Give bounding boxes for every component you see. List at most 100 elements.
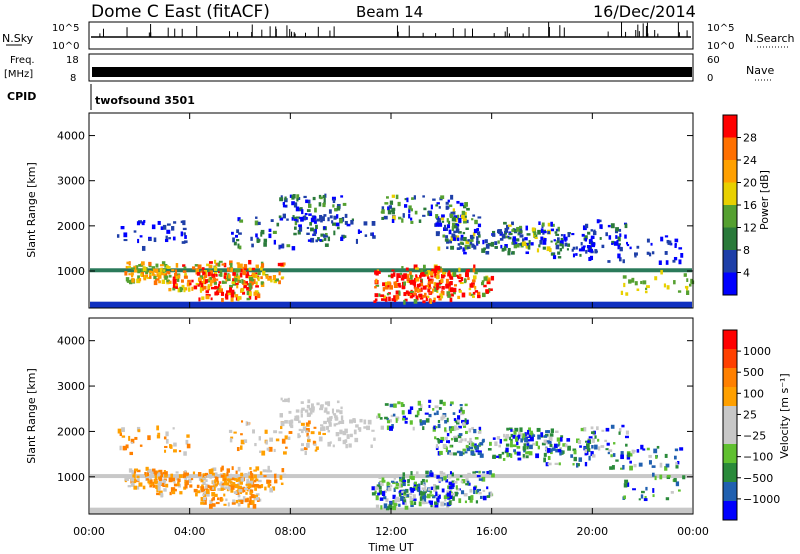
range-cell: [437, 419, 441, 423]
range-cell: [474, 271, 478, 275]
range-cell: [505, 224, 510, 230]
range-cell: [469, 240, 473, 245]
y-tick-label: 4000: [57, 130, 85, 143]
range-cell: [341, 217, 345, 222]
range-cell: [507, 452, 511, 457]
range-cell: [449, 452, 454, 456]
range-cell: [233, 241, 237, 246]
range-cell: [218, 289, 222, 292]
range-cell: [607, 451, 610, 455]
range-cell: [461, 292, 466, 298]
range-cell: [247, 421, 250, 426]
range-cell: [471, 243, 475, 248]
colorbar-segment: [723, 406, 737, 425]
range-cell: [580, 248, 585, 252]
range-cell: [449, 275, 453, 280]
range-cell: [633, 450, 636, 453]
range-cell: [164, 474, 168, 478]
range-cell: [231, 466, 234, 471]
range-cell: [645, 287, 648, 290]
range-cell: [253, 279, 256, 285]
range-cell: [392, 505, 396, 511]
range-cell: [220, 481, 223, 484]
range-cell: [425, 296, 428, 302]
range-cell: [436, 410, 439, 415]
range-cell: [395, 416, 400, 420]
range-cell: [414, 210, 418, 215]
range-cell: [618, 243, 621, 246]
range-cell: [233, 291, 236, 295]
range-cell: [409, 495, 412, 501]
range-cell: [157, 483, 161, 487]
range-cell: [477, 430, 482, 434]
range-cell: [659, 474, 663, 480]
range-cell: [585, 440, 589, 443]
range-cell: [470, 450, 475, 456]
range-cell: [153, 237, 157, 243]
range-cell: [239, 263, 243, 268]
range-cell: [228, 484, 233, 488]
range-cell: [505, 447, 509, 453]
range-cell: [255, 285, 259, 288]
range-cell: [540, 236, 544, 241]
range-cell: [429, 500, 433, 505]
range-cell: [686, 278, 689, 282]
range-cell: [263, 238, 268, 243]
range-cell: [405, 290, 409, 295]
range-cell: [370, 444, 373, 449]
range-cell: [410, 208, 413, 212]
range-cell: [490, 492, 493, 497]
range-cell: [202, 493, 205, 497]
colorbar-segment: [723, 444, 737, 463]
range-cell: [363, 221, 368, 226]
range-cell: [431, 268, 435, 274]
range-cell: [542, 246, 546, 250]
range-cell: [410, 217, 413, 221]
range-cell: [177, 287, 182, 293]
range-cell: [510, 429, 513, 432]
range-cell: [202, 272, 206, 275]
range-cell: [240, 420, 244, 423]
range-cell: [171, 226, 175, 231]
range-cell: [473, 445, 477, 449]
range-cell: [161, 279, 166, 284]
range-cell: [207, 484, 210, 488]
range-cell: [202, 477, 206, 480]
range-cell: [252, 429, 255, 434]
range-cell: [404, 417, 408, 420]
range-cell: [230, 297, 234, 302]
range-cell: [588, 455, 591, 461]
range-cell: [582, 245, 586, 248]
range-cell: [249, 480, 254, 485]
range-cell: [295, 416, 299, 421]
range-cell: [510, 433, 514, 438]
range-cell: [477, 223, 482, 228]
range-cell: [353, 429, 357, 435]
colorbar-tick-label: 28: [743, 132, 757, 145]
cpid-row: CPID twofsound 3501: [7, 84, 195, 110]
nsky-tick-bottom: 10^0: [52, 41, 79, 52]
range-cell: [177, 481, 180, 487]
range-cell: [403, 494, 407, 498]
colorbar-segment: [723, 387, 737, 406]
range-cell: [145, 267, 148, 272]
range-cell: [471, 218, 474, 221]
range-cell: [398, 285, 402, 288]
range-cell: [457, 214, 460, 220]
range-cell: [260, 276, 263, 280]
range-cell: [237, 466, 241, 472]
range-cell: [610, 223, 615, 229]
range-cell: [307, 399, 311, 404]
range-cell: [314, 228, 317, 234]
range-cell: [155, 478, 158, 481]
range-cell: [517, 243, 520, 248]
range-cell: [460, 480, 464, 483]
range-cell: [235, 470, 238, 474]
range-cell: [308, 203, 312, 208]
range-cell: [543, 457, 546, 463]
range-cell: [323, 214, 327, 217]
range-cell: [451, 472, 454, 477]
range-cell: [378, 475, 382, 479]
range-cell: [408, 205, 412, 210]
range-cell: [166, 229, 171, 234]
